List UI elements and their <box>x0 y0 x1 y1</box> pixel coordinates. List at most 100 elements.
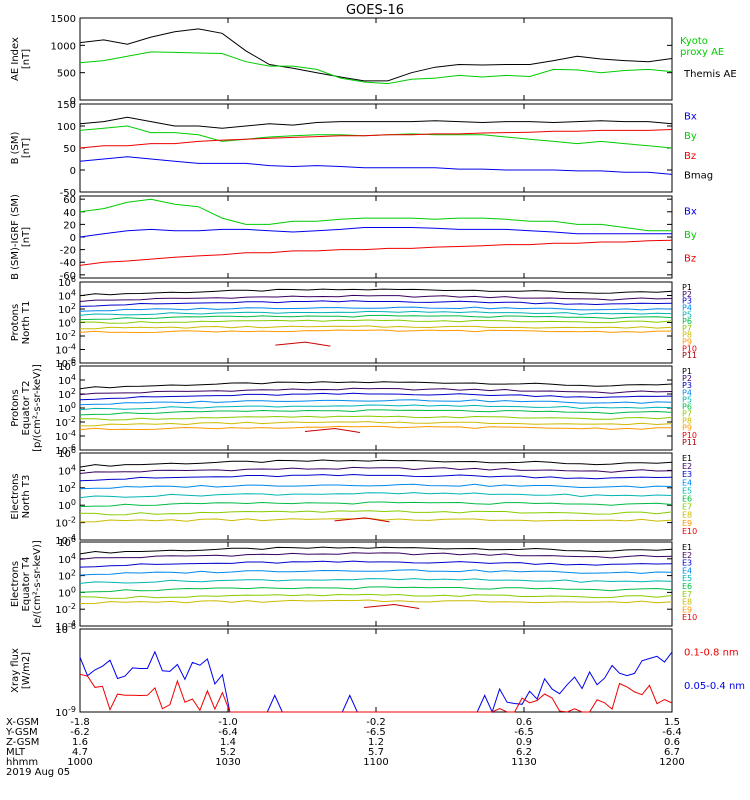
series-line <box>79 560 673 568</box>
bottom-row-value: -6.2 <box>70 727 90 738</box>
series-line <box>79 466 673 474</box>
y-axis-label: [nT] <box>21 227 32 247</box>
legend-entry: P3 <box>682 297 692 306</box>
legend-entry: E1 <box>682 454 692 463</box>
series-fragment <box>304 428 361 434</box>
bottom-row-value: 0.9 <box>516 737 532 748</box>
legend-entry: P6 <box>682 402 692 411</box>
series-line <box>79 198 672 232</box>
series-line <box>79 227 672 238</box>
bottom-row-value: -6.5 <box>514 727 534 738</box>
y-tick-label: 100 <box>57 122 76 133</box>
bottom-row-value: 1000 <box>67 757 92 768</box>
y-axis-label: Xray flux <box>10 648 21 693</box>
y-tick-label: 10-2 <box>55 602 76 616</box>
series-line <box>79 593 673 599</box>
y-tick-label: 10-4 <box>55 429 76 443</box>
chart-panel-8: Xray flux [W/m2] 10-6 10-9 0.1-0.8 nm 0.05-0.… <box>10 622 745 719</box>
legend-entry: E2 <box>682 551 692 560</box>
legend-entry: P8 <box>682 417 692 426</box>
y-tick-label: 100 <box>58 585 76 599</box>
series-line <box>79 578 673 584</box>
series-line <box>79 28 673 82</box>
bottom-row-value: 1.6 <box>72 737 88 748</box>
legend-entry: P7 <box>682 410 692 419</box>
y-tick-label: 1000 <box>51 41 76 52</box>
series-line <box>79 319 673 324</box>
series-line <box>79 294 673 302</box>
series-line <box>79 300 673 307</box>
y-axis-label: [e/(cm²-s-sr-keV)] <box>32 540 43 628</box>
y-tick-label: 104 <box>58 463 76 477</box>
y-tick-label: 10-6 <box>55 622 76 636</box>
y-axis-label: [W/m2] <box>21 652 32 689</box>
y-axis-label: B (SM) <box>10 131 21 164</box>
y-tick-label: -60 <box>60 271 76 282</box>
y-tick-label: 100 <box>58 401 76 415</box>
y-tick-label: 1500 <box>51 14 76 25</box>
series-line <box>79 404 673 411</box>
bottom-row-value: 6.7 <box>664 747 680 758</box>
legend-entry: E4 <box>682 478 692 487</box>
y-tick-label: 60 <box>63 195 76 206</box>
series-line <box>79 599 673 604</box>
bottom-row-value: 5.7 <box>368 747 384 758</box>
bottom-row-label: Z-GSM <box>6 737 39 748</box>
y-tick-label: 10-6 <box>55 443 76 457</box>
y-tick-label: 150 <box>57 100 76 111</box>
series-line <box>79 473 673 482</box>
series-fragment <box>334 517 390 523</box>
bottom-row-value: 1.2 <box>368 737 384 748</box>
legend-entry: proxy AE <box>680 47 724 58</box>
series-line <box>79 239 673 266</box>
bottom-row-value: 5.2 <box>220 747 236 758</box>
legend-entry: P10 <box>682 344 697 353</box>
bottom-row-value: 0.6 <box>516 717 532 728</box>
legend-entry: E7 <box>682 590 692 599</box>
bottom-row-value: 1.4 <box>220 737 236 748</box>
series-line <box>79 116 673 129</box>
series-line <box>79 650 673 714</box>
bottom-row-value: 1030 <box>215 757 240 768</box>
series-line <box>79 156 673 175</box>
y-tick-label: 102 <box>58 302 76 316</box>
legend-entry: By <box>684 131 697 142</box>
legend-entry: E5 <box>682 486 692 495</box>
y-axis-label: North T3 <box>21 475 32 519</box>
panel-frame <box>79 195 673 279</box>
y-axis-label: Electrons <box>10 561 21 607</box>
series-line <box>79 381 673 390</box>
legend-entry: Kyoto <box>680 36 708 47</box>
legend-entry: E5 <box>682 574 692 583</box>
legend-entry: P3 <box>682 381 692 390</box>
series-line <box>79 459 673 468</box>
series-line <box>79 673 673 713</box>
bottom-row-value: -6.5 <box>366 727 386 738</box>
y-tick-label: 10-6 <box>55 356 76 370</box>
legend-entry: E10 <box>682 527 697 536</box>
legend-entry: E3 <box>682 559 692 568</box>
legend-entry: E8 <box>682 598 692 607</box>
y-axis-label: [nT] <box>21 49 32 69</box>
series-line <box>79 510 673 516</box>
legend-entry: E8 <box>682 511 692 520</box>
bottom-row-label: Y-GSM <box>5 727 38 738</box>
panel-frame <box>79 541 673 627</box>
panel-frame <box>79 103 673 193</box>
series-line <box>79 129 673 149</box>
bottom-row-value: 4.7 <box>72 747 88 758</box>
bottom-row-label: X-GSM <box>6 717 39 728</box>
y-tick-label: 500 <box>57 69 76 80</box>
legend-entry: P1 <box>682 283 692 292</box>
y-tick-label: 10-2 <box>55 329 76 343</box>
legend-entry: E9 <box>682 519 692 528</box>
y-axis-label: Equator T4 <box>21 557 32 612</box>
legend-entry: P4 <box>682 388 692 397</box>
y-tick-label: 102 <box>58 569 76 583</box>
series-line <box>79 569 673 576</box>
y-tick-label: 104 <box>58 289 76 303</box>
y-axis-label: B (SM)-IGRF (SM) <box>10 194 21 280</box>
legend-entry: E7 <box>682 503 692 512</box>
